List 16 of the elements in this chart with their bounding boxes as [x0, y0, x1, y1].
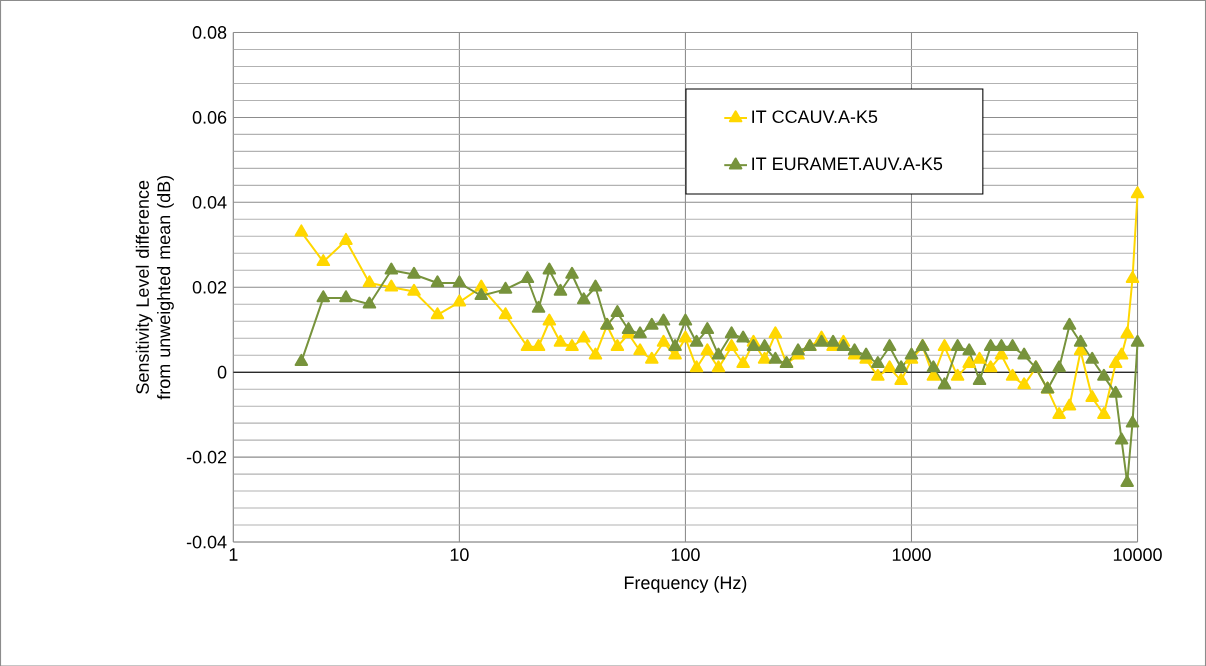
y-tick-label: 0.06	[192, 110, 227, 124]
y-tick-label: 0.02	[192, 280, 227, 294]
legend-label: IT EURAMET.AUV.A-K5	[752, 157, 943, 170]
x-tick-label: 100	[671, 548, 700, 561]
y-tick-label: -0.04	[186, 535, 227, 549]
x-axis-title: Frequency (Hz)	[624, 575, 747, 593]
y-tick-label: 0.08	[192, 25, 227, 39]
x-tick-label: 1	[229, 548, 238, 561]
y-tick-label: 0	[217, 365, 227, 379]
y-tick-label: 0.04	[192, 195, 227, 209]
x-tick-label: 10000	[1113, 548, 1162, 561]
x-tick-label: 1000	[892, 548, 931, 561]
y-axis-title: Sensitivity Level difference from unweighted mean (dB)	[135, 175, 174, 400]
legend-label: IT CCAUV.A-K5	[752, 110, 878, 123]
y-tick-label: -0.02	[186, 450, 227, 464]
x-tick-label: 10	[450, 548, 469, 561]
